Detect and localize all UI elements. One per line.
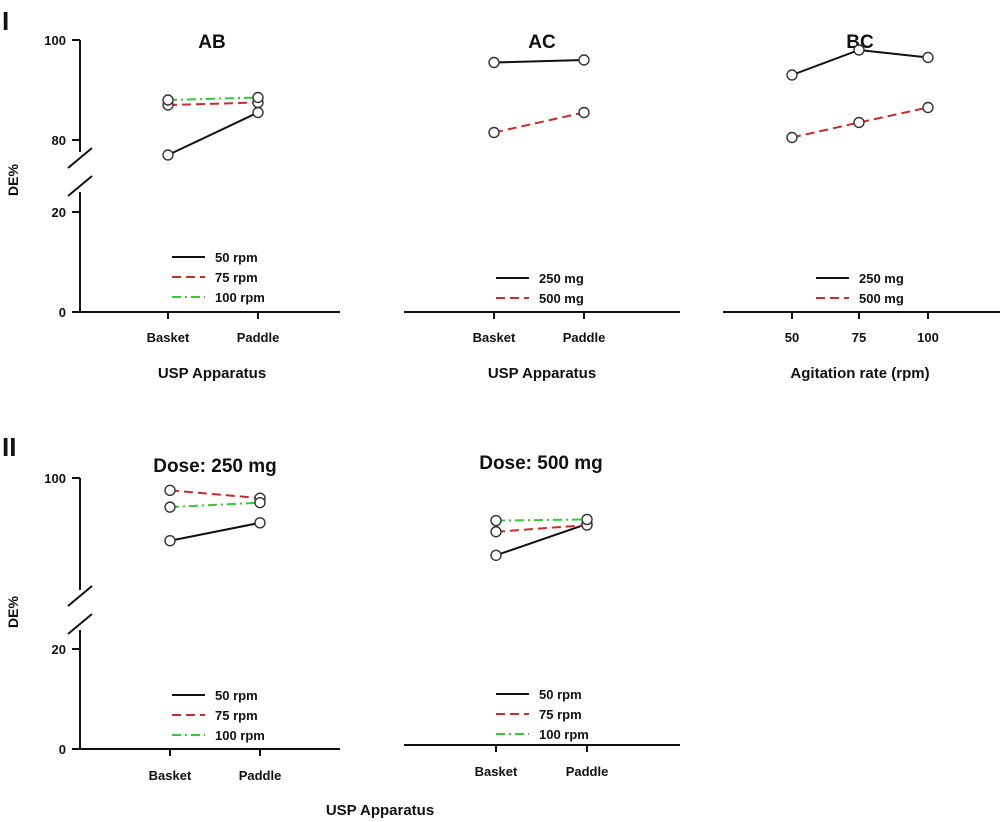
legend: 250 mg 500 mg <box>496 271 584 306</box>
data-point <box>578 106 590 119</box>
chart-ab: AB USP Apparatus DE% 0 20 80 100 Basket Paddl… <box>5 32 340 382</box>
data-point <box>162 149 174 161</box>
data-point <box>853 116 865 129</box>
x-axis-label: Agitation rate (rpm) <box>790 365 929 382</box>
series-line <box>495 524 588 533</box>
legend-label: 250 mg <box>539 271 584 286</box>
legend-label: 75 rpm <box>215 270 258 285</box>
data-point <box>922 101 934 114</box>
x-tick-label: Basket <box>473 330 516 345</box>
x-tick-label: Basket <box>149 768 192 783</box>
series-line <box>493 111 585 134</box>
series-line <box>167 96 259 101</box>
legend-label: 100 rpm <box>215 290 265 305</box>
axis-break-mark <box>67 175 93 197</box>
y-tick-label: 100 <box>44 471 66 486</box>
data-point <box>254 517 266 529</box>
data-point <box>164 535 176 547</box>
y-axis-label: DE% <box>5 164 21 196</box>
legend: 250 mg 500 mg <box>816 271 904 306</box>
chart-title: Dose: 250 mg <box>153 456 277 477</box>
data-point <box>853 44 865 56</box>
legend: 50 rpm 75 rpm 100 rpm <box>172 250 265 305</box>
axis-break-mark <box>67 613 93 635</box>
data-point <box>164 501 176 513</box>
chart-title: BC <box>846 32 874 53</box>
x-tick-label: Paddle <box>239 768 282 783</box>
legend-label: 100 rpm <box>539 727 589 742</box>
x-tick-label: Paddle <box>563 330 606 345</box>
legend-label: 500 mg <box>539 291 584 306</box>
y-tick-label: 20 <box>52 205 66 220</box>
y-axis-label: DE% <box>5 596 21 628</box>
panel-label-top: I <box>2 6 9 36</box>
data-point <box>490 526 502 538</box>
x-tick-label: 50 <box>785 330 799 345</box>
legend-label: 500 mg <box>859 291 904 306</box>
chart-title: AC <box>528 32 556 53</box>
legend: 50 rpm 75 rpm 100 rpm <box>172 688 265 743</box>
data-point <box>252 106 264 119</box>
series-line <box>167 101 259 106</box>
data-point <box>786 131 798 144</box>
legend-label: 75 rpm <box>539 707 582 722</box>
legend-label: 75 rpm <box>215 708 258 723</box>
data-point <box>254 496 266 509</box>
y-tick-label: 20 <box>52 642 66 657</box>
data-point <box>162 94 174 106</box>
x-axis-label: USP Apparatus <box>158 365 266 382</box>
data-point <box>490 514 502 527</box>
data-point <box>786 69 798 81</box>
chart-dose-250: Dose: 250 mg USP Apparatus DE% 0 20 100 Bas… <box>5 456 434 819</box>
y-tick-label: 100 <box>44 33 66 48</box>
data-point <box>164 484 176 497</box>
series-line <box>169 501 261 509</box>
panel-label-bottom: II <box>2 432 16 462</box>
x-tick-label: 75 <box>852 330 866 345</box>
chart-ac: AC USP Apparatus Basket Paddle 250 mg 500 m… <box>404 32 680 382</box>
legend-label: 100 rpm <box>215 728 265 743</box>
chart-title: Dose: 500 mg <box>479 453 603 474</box>
data-point <box>922 51 934 64</box>
chart-bc: BC Agitation rate (rpm) 50 75 100 250 mg 500… <box>723 32 1000 382</box>
x-tick-label: 100 <box>917 330 939 345</box>
legend: 50 rpm 75 rpm 100 rpm <box>496 687 589 742</box>
series-line <box>791 106 929 139</box>
series-line <box>169 521 261 542</box>
data-point <box>490 549 502 561</box>
series-line <box>169 489 261 500</box>
x-tick-label: Basket <box>147 330 190 345</box>
y-tick-label: 80 <box>52 133 66 148</box>
chart-title: AB <box>198 32 225 53</box>
x-axis-label: USP Apparatus <box>488 365 596 382</box>
data-point <box>252 91 264 104</box>
y-tick-label: 0 <box>59 305 66 320</box>
chart-dose-500: Dose: 500 mg Basket Paddle 50 rpm 75 rpm 100… <box>404 453 680 779</box>
series-line <box>495 522 588 557</box>
y-tick-label: 0 <box>59 742 66 757</box>
data-point <box>488 126 500 139</box>
legend-label: 50 rpm <box>215 688 258 703</box>
series-line <box>495 518 588 522</box>
x-tick-label: Paddle <box>237 330 280 345</box>
data-point <box>578 54 590 66</box>
legend-label: 50 rpm <box>215 250 258 265</box>
series-line <box>493 59 585 64</box>
legend-label: 50 rpm <box>539 687 582 702</box>
axis-break-mark <box>67 147 93 169</box>
x-tick-label: Paddle <box>566 764 609 779</box>
data-point <box>581 513 593 526</box>
axis-break-mark <box>67 585 93 607</box>
x-tick-label: Basket <box>475 764 518 779</box>
data-point <box>488 56 500 69</box>
legend-label: 250 mg <box>859 271 904 286</box>
x-axis-label: USP Apparatus <box>326 802 434 819</box>
series-line <box>167 111 259 156</box>
